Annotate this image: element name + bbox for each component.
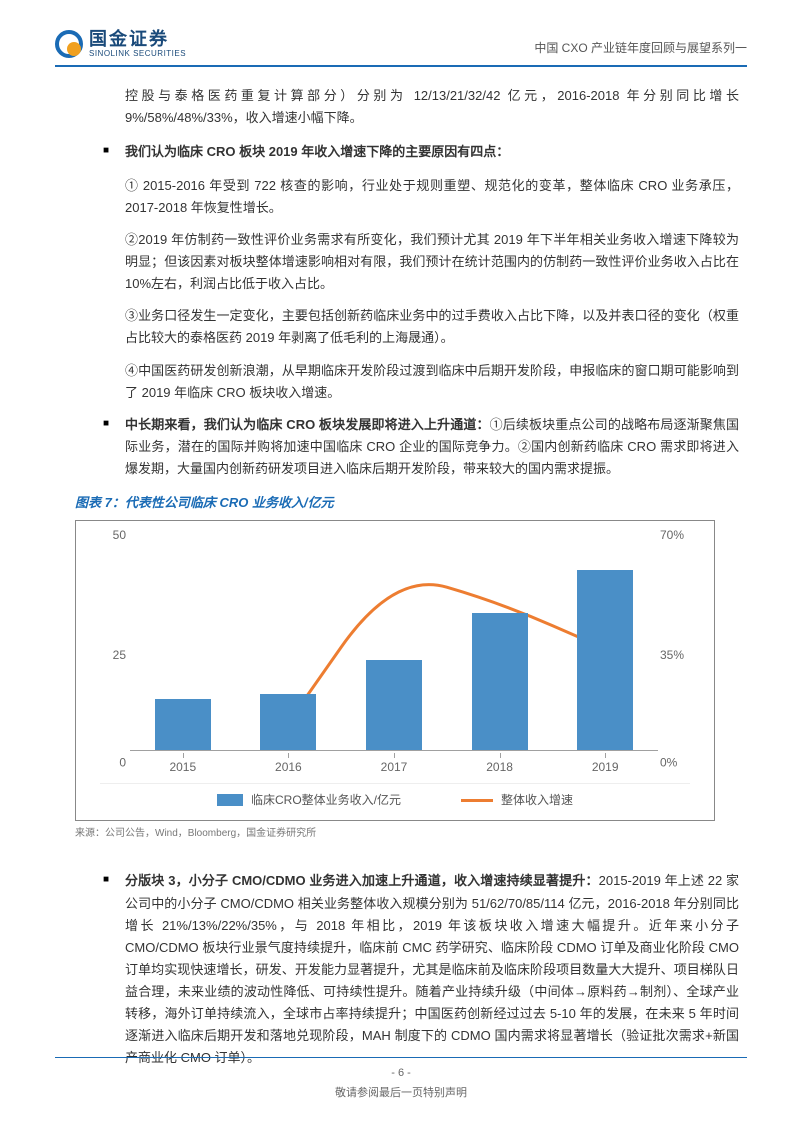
footer-note: 敬请参阅最后一页特别声明	[55, 1084, 747, 1103]
reason-3: ③业务口径发生一定变化，主要包括创新药临床业务中的过手费收入占比下降，以及并表口…	[125, 305, 739, 349]
y-right-0: 0%	[660, 753, 690, 773]
document-series-title: 中国 CXO 产业链年度回顾与展望系列一	[534, 38, 747, 58]
x-label-2015: 2015	[169, 757, 196, 777]
intro-paragraph: 控股与泰格医药重复计算部分）分别为 12/13/21/32/42 亿元，2016…	[125, 85, 739, 129]
page-header: 国金证券 SINOLINK SECURITIES 中国 CXO 产业链年度回顾与…	[55, 30, 747, 67]
chart-source: 来源：公司公告，Wind，Bloomberg，国金证券研究所	[75, 825, 739, 842]
bar-2019	[577, 570, 633, 751]
plot-region	[130, 535, 658, 751]
chart-legend: 临床CRO整体业务收入/亿元 整体收入增速	[100, 783, 690, 812]
x-label-2018: 2018	[486, 757, 513, 777]
y-left-0: 0	[100, 753, 126, 773]
bar-2018	[472, 613, 528, 751]
legend-bar-swatch	[217, 794, 243, 806]
content-body: 控股与泰格医药重复计算部分）分别为 12/13/21/32/42 亿元，2016…	[55, 85, 747, 1070]
bullet-longterm-bold: 中长期来看，我们认为临床 CRO 板块发展即将进入上升通道：	[125, 417, 490, 432]
page-footer: - 6 - 敬请参阅最后一页特别声明	[55, 1057, 747, 1103]
x-label-2019: 2019	[592, 757, 619, 777]
reason-2: ②2019 年仿制药一致性评价业务需求有所变化，我们预计尤其 2019 年下半年…	[125, 229, 739, 295]
y-right-35: 35%	[660, 645, 690, 665]
y-left-50: 50	[100, 525, 126, 545]
legend-bar-label: 临床CRO整体业务收入/亿元	[251, 790, 401, 810]
bar-2015	[155, 699, 211, 751]
reason-1: ① 2015-2016 年受到 722 核查的影响，行业处于规则重塑、规范化的变…	[125, 175, 739, 219]
bar-2016	[260, 694, 316, 750]
legend-line-swatch	[461, 799, 493, 802]
bullet-segment3-bold: 分版块 3，小分子 CMO/CDMO 业务进入加速上升通道，收入增速持续显著提升…	[125, 873, 599, 888]
logo: 国金证券 SINOLINK SECURITIES	[55, 30, 186, 59]
chart-plot-area: 50 25 0 70% 35% 0% 20152016201720182019	[100, 535, 690, 775]
logo-text-cn: 国金证券	[89, 30, 186, 50]
x-axis-area: 2015 2016 2017 2018 2019	[130, 751, 658, 775]
page-number: - 6 -	[55, 1064, 747, 1083]
chart-title: 图表 7：代表性公司临床 CRO 业务收入/亿元	[75, 492, 739, 514]
x-label-2017: 2017	[381, 757, 408, 777]
logo-text-en: SINOLINK SECURITIES	[89, 50, 186, 59]
y-right-70: 70%	[660, 525, 690, 545]
logo-mark-icon	[55, 30, 83, 58]
chart-7: 50 25 0 70% 35% 0% 20152016201720182019 …	[75, 520, 715, 821]
reason-4: ④中国医药研发创新浪潮，从早期临床开发阶段过渡到临床中后期开发阶段，申报临床的窗…	[125, 360, 739, 404]
y-left-25: 25	[100, 645, 126, 665]
bullet-longterm: 中长期来看，我们认为临床 CRO 板块发展即将进入上升通道：①后续板块重点公司的…	[125, 414, 739, 480]
legend-bar: 临床CRO整体业务收入/亿元	[217, 790, 401, 810]
bar-2017	[366, 660, 422, 750]
legend-line: 整体收入增速	[461, 790, 573, 810]
bullet-segment3: 分版块 3，小分子 CMO/CDMO 业务进入加速上升通道，收入增速持续显著提升…	[125, 870, 739, 1069]
legend-line-label: 整体收入增速	[501, 790, 573, 810]
bullet-reasons-heading: 我们认为临床 CRO 板块 2019 年收入增速下降的主要原因有四点：	[125, 141, 739, 163]
x-label-2016: 2016	[275, 757, 302, 777]
bullet-segment3-rest: 2015-2019 年上述 22 家公司中的小分子 CMO/CDMO 相关业务整…	[125, 873, 739, 1065]
